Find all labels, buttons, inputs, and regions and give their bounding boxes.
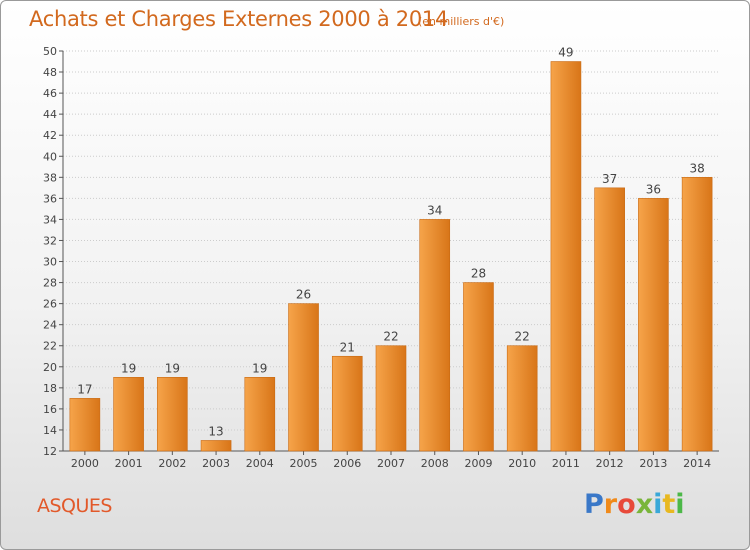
logo-letter: o — [617, 489, 636, 520]
y-tick-label: 40 — [43, 150, 57, 163]
data-label: 36 — [646, 182, 661, 196]
y-tick-label: 26 — [43, 298, 57, 311]
bar — [681, 177, 713, 452]
y-tick-label: 20 — [43, 361, 57, 374]
bar — [594, 187, 625, 452]
bar — [69, 398, 101, 452]
y-tick-label: 22 — [43, 340, 57, 353]
y-tick-label: 46 — [43, 87, 57, 100]
y-tick-label: 36 — [43, 192, 57, 205]
x-tick-label: 2012 — [596, 457, 624, 470]
logo-letter: t — [662, 489, 676, 520]
proxiti-logo: Proxiti — [584, 489, 685, 520]
x-tick-label: 2004 — [246, 457, 274, 470]
bar — [419, 219, 451, 452]
data-label: 28 — [471, 267, 486, 281]
data-label: 21 — [340, 340, 355, 354]
data-label: 26 — [296, 288, 311, 302]
x-tick-label: 2003 — [202, 457, 230, 470]
bar — [113, 377, 144, 452]
y-tick-label: 24 — [43, 319, 57, 332]
data-label: 19 — [252, 361, 267, 375]
y-tick-label: 30 — [43, 256, 57, 269]
y-tick-label: 18 — [43, 382, 57, 395]
bar — [375, 345, 407, 452]
data-label: 49 — [558, 46, 573, 60]
bar — [506, 345, 538, 452]
logo-letter: P — [584, 489, 604, 520]
bar — [463, 282, 494, 452]
x-tick-label: 2011 — [552, 457, 580, 470]
y-tick-label: 16 — [43, 403, 57, 416]
x-tick-label: 2002 — [158, 457, 186, 470]
logo-letter: i — [653, 489, 663, 520]
data-label: 37 — [602, 172, 617, 186]
data-label: 22 — [383, 330, 398, 344]
data-label: 38 — [689, 161, 704, 175]
x-tick-label: 2014 — [683, 457, 711, 470]
bar — [638, 198, 669, 452]
logo-letter: x — [635, 489, 654, 520]
data-label: 13 — [208, 424, 223, 438]
chart-subtitle: (en milliers d'€) — [418, 15, 505, 28]
data-label: 22 — [515, 330, 530, 344]
x-tick-label: 2006 — [333, 457, 361, 470]
data-label: 34 — [427, 203, 442, 217]
data-label: 19 — [165, 361, 180, 375]
logo-letter: r — [603, 489, 618, 520]
y-tick-label: 38 — [43, 171, 57, 184]
bar — [200, 440, 232, 452]
y-tick-label: 14 — [43, 424, 57, 437]
y-tick-label: 44 — [43, 108, 57, 121]
x-tick-label: 2000 — [71, 457, 99, 470]
y-tick-label: 12 — [43, 445, 57, 458]
bar — [244, 377, 276, 452]
x-tick-label: 2007 — [377, 457, 405, 470]
bar — [550, 61, 582, 452]
y-tick-label: 42 — [43, 129, 57, 142]
y-tick-label: 34 — [43, 213, 57, 226]
y-tick-label: 28 — [43, 277, 57, 290]
logo-letter: i — [675, 489, 685, 520]
chart-title: Achats et Charges Externes 2000 à 2014 — [29, 7, 449, 31]
x-tick-label: 2005 — [290, 457, 318, 470]
x-tick-label: 2001 — [115, 457, 143, 470]
data-label: 19 — [121, 361, 136, 375]
bar — [331, 355, 363, 452]
y-tick-label: 32 — [43, 234, 57, 247]
commune-name: ASQUES — [37, 495, 113, 517]
x-tick-label: 2008 — [421, 457, 449, 470]
data-label: 17 — [77, 382, 92, 396]
bar — [288, 303, 319, 452]
y-tick-label: 48 — [43, 66, 57, 79]
x-tick-label: 2009 — [464, 457, 492, 470]
x-tick-label: 2013 — [639, 457, 667, 470]
bar — [157, 377, 188, 452]
x-tick-label: 2010 — [508, 457, 536, 470]
y-tick-label: 50 — [43, 45, 57, 58]
